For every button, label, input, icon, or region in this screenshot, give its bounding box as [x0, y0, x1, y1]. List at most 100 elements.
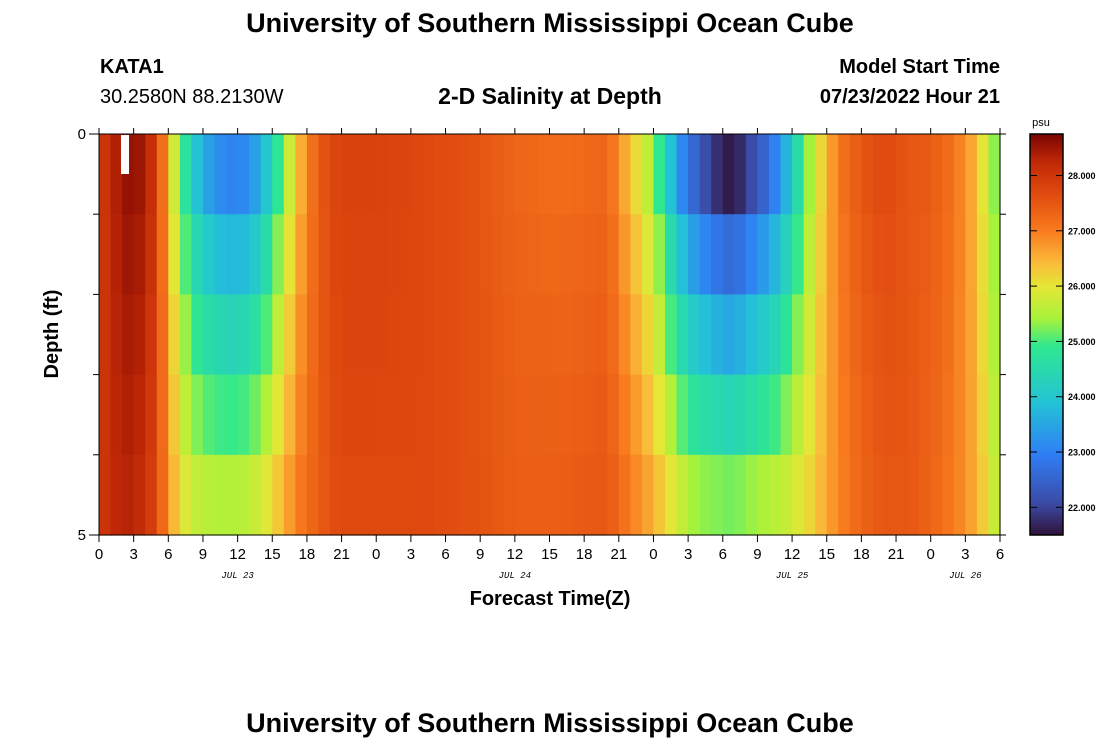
heatmap-cell: [872, 214, 886, 295]
heatmap-cell: [618, 134, 631, 215]
heatmap-cell: [179, 134, 193, 215]
heatmap-cell: [399, 214, 412, 295]
heatmap-cell: [665, 374, 678, 456]
heatmap-cell: [953, 134, 966, 215]
heatmap-cell: [295, 134, 308, 215]
heatmap-cell: [549, 454, 562, 536]
heatmap-cell: [202, 374, 216, 456]
station-id: KATA1: [100, 56, 164, 78]
heatmap-cell: [156, 294, 169, 376]
date-label: JUL 24: [499, 571, 531, 581]
heatmap-cell: [110, 214, 123, 295]
heatmap-cell: [133, 214, 146, 295]
heatmap-cell: [341, 454, 354, 536]
data-gap-marker: [121, 135, 129, 174]
heatmap-cell: [283, 134, 296, 215]
heatmap-cell: [341, 214, 354, 295]
x-tick-label: 3: [961, 546, 969, 563]
heatmap-cell: [872, 454, 886, 536]
heatmap-cell: [942, 454, 955, 536]
heatmap-cell: [399, 454, 412, 536]
heatmap-cell: [792, 214, 805, 295]
x-tick-label: 9: [753, 546, 761, 563]
heatmap-cell: [630, 454, 643, 536]
heatmap-cell: [584, 374, 597, 456]
x-tick-label: 15: [264, 546, 281, 563]
heatmap-cell: [907, 134, 920, 215]
x-tick-label: 6: [996, 546, 1004, 563]
heatmap-cell: [364, 134, 377, 215]
heatmap-cell: [295, 294, 308, 376]
heatmap-cell: [826, 214, 839, 295]
heatmap-cell: [179, 454, 193, 536]
x-tick-label: 6: [164, 546, 172, 563]
heatmap-cell: [226, 134, 239, 215]
heatmap-cell: [988, 374, 1001, 456]
heatmap-cell: [919, 134, 932, 215]
heatmap-cell: [688, 454, 701, 536]
heatmap-cell: [237, 294, 250, 376]
heatmap-cell: [561, 454, 574, 536]
heatmap-cell: [491, 294, 504, 376]
heatmap-cell: [595, 374, 608, 456]
heatmap-cell: [711, 134, 724, 215]
heatmap-cell: [526, 134, 539, 215]
heatmap-cell: [780, 294, 793, 376]
heatmap-cell: [884, 454, 897, 536]
heatmap-cell: [376, 374, 389, 456]
heatmap-cell: [699, 134, 712, 215]
heatmap-cell: [584, 454, 597, 536]
heatmap-cell: [849, 134, 862, 215]
heatmap-cell: [457, 294, 470, 376]
heatmap-cell: [260, 374, 273, 456]
heatmap-cell: [815, 134, 828, 215]
heatmap-cell: [630, 134, 643, 215]
heatmap-cell: [930, 294, 943, 376]
heatmap-cell: [688, 294, 701, 376]
heatmap-cell: [491, 134, 504, 215]
heatmap-cell: [306, 134, 320, 215]
heatmap-cell: [376, 454, 389, 536]
heatmap-cell: [861, 134, 874, 215]
heatmap-cell: [861, 374, 874, 456]
heatmap-cell: [607, 134, 620, 215]
heatmap-cell: [572, 294, 585, 376]
heatmap-cell: [468, 294, 481, 376]
heatmap-cell: [792, 454, 805, 536]
heatmap-cell: [422, 134, 435, 215]
heatmap-cell: [896, 214, 909, 295]
heatmap-cell: [133, 134, 146, 215]
heatmap-cell: [226, 214, 239, 295]
heatmap-cell: [884, 214, 897, 295]
heatmap-cell: [122, 294, 135, 376]
heatmap-cell: [330, 374, 343, 456]
heatmap-cell: [168, 294, 181, 376]
colorbar-ticks: 22.000 23.000 24.000 25.000 26.000 27.000 28.0…: [1030, 171, 1096, 513]
heatmap-cell: [387, 294, 400, 376]
heatmap-cell: [99, 374, 112, 456]
heatmap-cell: [688, 134, 701, 215]
heatmap-cell: [99, 294, 112, 376]
heatmap-cell: [537, 134, 551, 215]
heatmap-cell: [330, 134, 343, 215]
x-tick-label: 0: [649, 546, 657, 563]
heatmap-cell: [191, 294, 204, 376]
heatmap-cell: [734, 454, 747, 536]
x-tick-label: 9: [199, 546, 207, 563]
x-axis: 0 3 6 9 12 15 18 21 0 3 6 9 12 15 18 21 0 3 6 9 12 15 18 21 0 3 6 J…: [95, 128, 1004, 581]
heatmap-cell: [318, 294, 331, 376]
heatmap-cell: [306, 454, 320, 536]
x-tick-label: 3: [129, 546, 137, 563]
heatmap-cell: [468, 374, 481, 456]
heatmap-cell: [168, 134, 181, 215]
heatmap-cell: [318, 374, 331, 456]
heatmap-cell: [734, 374, 747, 456]
heatmap-cell: [156, 454, 169, 536]
heatmap-cell: [676, 454, 689, 536]
heatmap-cell: [988, 454, 1001, 536]
heatmap-cell: [607, 214, 620, 295]
heatmap-cell: [110, 374, 123, 456]
heatmap-cell: [976, 454, 990, 536]
heatmap-cell: [872, 374, 886, 456]
heatmap-cell: [549, 134, 562, 215]
